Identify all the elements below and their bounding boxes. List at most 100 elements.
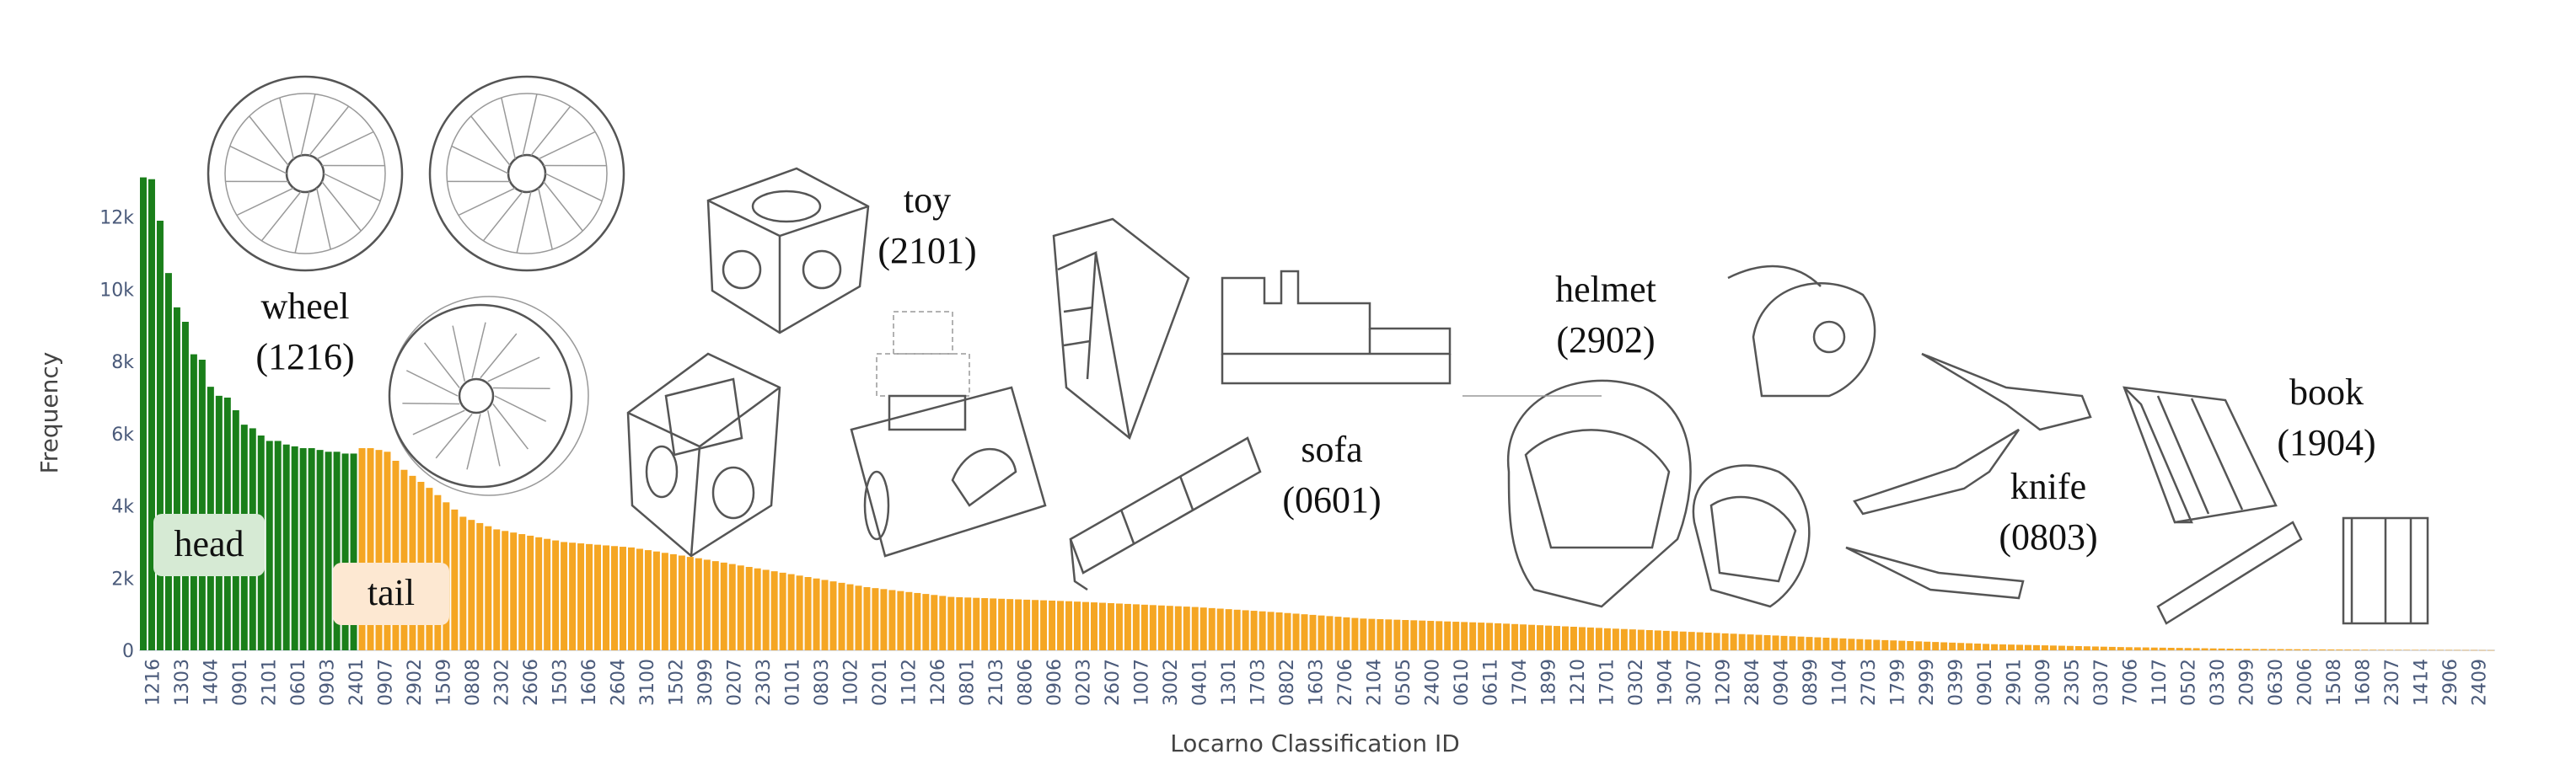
- x-tick-label: 2302: [491, 659, 513, 706]
- bar: [1343, 617, 1350, 650]
- bar: [1292, 613, 1300, 650]
- bar: [2041, 645, 2048, 650]
- bar: [1469, 622, 1477, 650]
- bar: [1444, 621, 1452, 650]
- x-tick-label: 2400: [1423, 659, 1444, 706]
- x-tick-label: 0399: [1946, 659, 1967, 706]
- bar: [2100, 646, 2107, 650]
- bar: [1090, 602, 1097, 650]
- bar: [1856, 639, 1864, 650]
- bar: [1806, 637, 1813, 650]
- wheel-spoke: [543, 181, 583, 232]
- bar: [1873, 639, 1881, 650]
- wheel-spoke: [451, 145, 509, 174]
- bar: [350, 453, 357, 650]
- bar: [762, 569, 770, 650]
- bar: [1309, 614, 1317, 650]
- bar: [1545, 625, 1553, 650]
- bar: [2277, 649, 2284, 650]
- y-tick-label: 12k: [99, 208, 134, 229]
- bar: [1199, 607, 1207, 650]
- bar: [392, 461, 400, 650]
- bar: [1478, 623, 1485, 650]
- bar: [1049, 600, 1056, 650]
- wheel-spoke: [294, 191, 310, 254]
- x-tick-label: 1102: [899, 659, 920, 706]
- bar: [855, 585, 862, 650]
- bar: [1115, 603, 1123, 650]
- bar: [156, 221, 164, 650]
- book-illustration: [2123, 386, 2429, 625]
- bar: [1696, 632, 1704, 650]
- bar: [1881, 639, 1889, 650]
- bar: [2285, 649, 2293, 650]
- x-tick-label: 3007: [1684, 659, 1705, 706]
- wheel-spoke: [412, 409, 465, 436]
- bar: [1486, 623, 1494, 650]
- bar: [527, 535, 534, 650]
- wheel-spoke: [315, 188, 331, 250]
- bar: [266, 441, 273, 650]
- helmet-illustration: [1462, 265, 1876, 608]
- wheel-spoke: [530, 105, 572, 157]
- bar: [611, 546, 618, 650]
- bar: [1377, 618, 1384, 650]
- bar: [1865, 639, 1872, 650]
- bar: [1157, 605, 1165, 650]
- wheel-spoke: [486, 410, 501, 467]
- bar: [2479, 649, 2487, 651]
- bar: [502, 531, 509, 650]
- annotation-helmet-name: helmet: [1555, 269, 1656, 310]
- x-tick-label: 1608: [2353, 659, 2375, 706]
- y-axis-title: Frequency: [35, 352, 63, 474]
- annotation-toy-code: (2101): [877, 230, 976, 271]
- bar: [787, 574, 795, 650]
- bar: [931, 595, 938, 650]
- x-tick-label: 0903: [317, 659, 338, 706]
- bar: [2302, 649, 2310, 650]
- x-tick-label: 2804: [1742, 659, 1763, 706]
- bar: [1032, 600, 1039, 650]
- bar: [1520, 624, 1527, 650]
- x-tick-label: 3002: [1161, 659, 1182, 706]
- bar: [686, 557, 694, 650]
- bar: [2032, 644, 2040, 650]
- bar: [1924, 641, 1931, 650]
- bar: [1848, 639, 1855, 650]
- bar: [973, 597, 980, 650]
- wheel-spoke: [309, 105, 350, 157]
- bar: [1368, 618, 1376, 650]
- bar: [1326, 616, 1334, 650]
- wheel-spoke: [471, 322, 486, 378]
- x-tick-label: 1210: [1568, 659, 1589, 706]
- bar: [956, 596, 963, 650]
- x-tick-label: 1301: [1219, 659, 1240, 706]
- bar: [569, 542, 577, 650]
- x-tick-label: 0899: [1801, 659, 1822, 706]
- bar: [821, 580, 829, 650]
- bar: [1208, 607, 1216, 650]
- bar: [720, 562, 727, 650]
- bar: [1554, 626, 1560, 650]
- wheel-spoke: [492, 387, 550, 390]
- bar: [644, 550, 652, 650]
- x-tick-label: 2307: [2382, 659, 2403, 706]
- bar: [1814, 637, 1822, 650]
- bar: [1949, 642, 1956, 650]
- y-tick-labels: 0 2k 4k 6k 8k 10k 12k: [99, 208, 134, 662]
- wheel-spoke: [424, 342, 460, 388]
- bar: [1688, 632, 1695, 650]
- bar: [1149, 605, 1157, 650]
- bar: [1140, 604, 1148, 650]
- tail-label-group: tail: [333, 563, 449, 625]
- x-tick-label: 2099: [2237, 659, 2258, 706]
- bar: [939, 596, 947, 650]
- bar: [1957, 643, 1965, 650]
- x-tick-label: 7006: [2121, 659, 2142, 706]
- bar: [1915, 641, 1923, 650]
- bar: [2074, 646, 2082, 650]
- bar: [1082, 601, 1089, 650]
- bar: [2049, 645, 2057, 650]
- x-tick-label: 1502: [666, 659, 687, 706]
